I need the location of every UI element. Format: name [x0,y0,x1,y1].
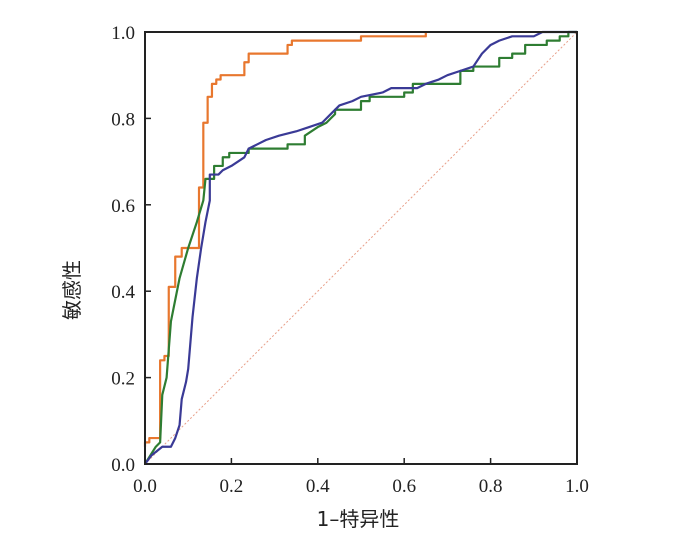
y-tick-label: 0.6 [111,196,135,217]
y-tick-label: 1.0 [111,23,135,44]
x-tick-label: 1.0 [565,476,589,497]
y-tick-label: 0.8 [111,109,135,130]
x-tick-label: 0.6 [392,476,416,497]
y-tick-label: 0.4 [111,282,135,303]
plot-area [143,30,578,465]
y-tick-label: 0.0 [111,455,135,476]
x-tick-label: 0.2 [220,476,244,497]
roc-curve-orange [143,32,427,447]
x-tick-label: 0.4 [306,476,330,497]
roc-curve-blue [144,30,577,465]
x-axis-ticks: 0.0 0.2 0.4 0.6 0.8 1.0 [133,458,589,497]
x-tick-label: 0.0 [133,476,157,497]
roc-curve-green [144,30,577,465]
y-axis-ticks: 0.0 0.2 0.4 0.6 0.8 1.0 [111,23,151,476]
x-tick-label: 0.8 [479,476,503,497]
reference-diagonal-line [144,31,578,465]
x-axis-title: 1–特异性 [317,507,400,531]
y-tick-label: 0.2 [111,369,135,390]
y-axis-title: 敏感性 [60,260,84,320]
plot-frame [144,31,578,465]
